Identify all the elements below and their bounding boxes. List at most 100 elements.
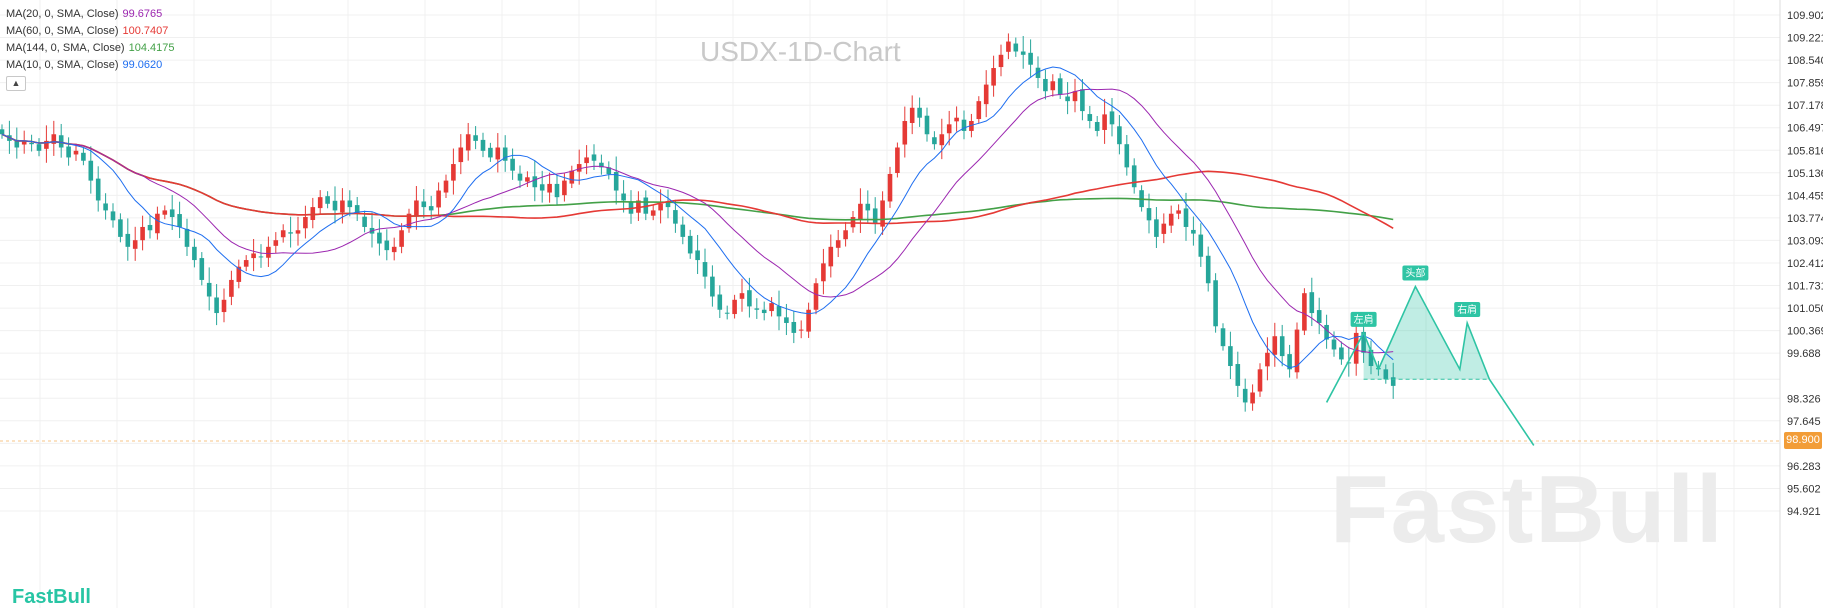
candle-body [428,206,434,211]
candle-body [1154,219,1159,237]
candle-body [1020,51,1026,55]
candle-body [1109,111,1115,125]
candle-body [761,309,767,314]
candle-body [961,119,967,131]
candle-body [206,282,212,297]
candle-body [636,200,641,213]
candle-body [547,183,552,193]
candle-body [1213,280,1218,327]
candle-body [673,210,678,224]
candle-body [1131,165,1137,188]
chart-grid [0,0,1781,608]
candle-body [51,134,57,144]
candle-body [325,196,330,204]
legend-value: 99.0620 [122,59,163,71]
candle-body [1102,114,1107,130]
candle-body [1257,369,1263,392]
candle-body [1065,96,1070,102]
y-tick-label: 104.455 [1787,190,1823,202]
y-tick-label: 100.369 [1787,326,1823,338]
candle-body [658,203,663,211]
pattern-label: 头部 [1405,267,1425,280]
legend-ma10[interactable]: MA(10, 0, SMA, Close) 99.0620 [6,57,174,74]
candle-body [332,200,338,211]
brand-logo[interactable]: FastBull [12,586,91,608]
candle-body [784,317,789,323]
candle-body [1265,352,1270,367]
y-tick-label: 95.602 [1787,483,1821,495]
candle-body [1302,293,1307,331]
candle-body [532,176,538,188]
candle-body [517,173,523,181]
candle-body [1161,223,1167,234]
y-tick-label: 103.774 [1787,213,1823,225]
candle-body [562,180,567,196]
pattern-line[interactable] [1325,284,1535,446]
chart-watermark-title: USDX-1D-Chart [700,36,901,67]
candle-body [29,142,34,145]
candle-body [177,214,182,227]
candle-body [421,201,427,208]
candle-body [317,197,323,209]
y-tick-label: 94.921 [1787,506,1821,518]
candle-body [650,210,656,216]
candle-body [243,260,249,267]
candle-body [1094,122,1100,131]
candle-body [132,240,138,249]
legend-collapse-button[interactable]: ▲ [6,76,26,91]
candle-body [95,178,101,201]
candle-body [1287,354,1292,370]
y-tick-label: 106.497 [1787,123,1823,135]
candle-body [1117,126,1122,145]
candle-body [843,230,848,240]
brand-watermark: FastBull [1330,456,1725,563]
candle-body [251,253,256,259]
y-tick-label: 101.050 [1787,303,1823,315]
candle-body [858,203,863,220]
candle-body [443,180,449,193]
legend-ma144[interactable]: MA(144, 0, SMA, Close) 104.4175 [6,40,174,57]
legend-value: 100.7407 [122,25,169,37]
candle-body [1220,328,1226,347]
candle-body [998,54,1004,68]
candle-body [576,164,582,172]
candle-body [895,147,900,173]
candle-body [724,312,730,314]
candle-body [828,246,834,267]
y-tick-label: 103.093 [1787,235,1823,247]
candle-body [872,208,878,224]
candle-body [362,216,367,227]
candle-body [1087,114,1093,122]
candle-body [969,121,974,131]
candle-body [806,309,811,332]
candle-body [1183,208,1189,227]
candle-body [1272,336,1278,355]
candle-body [118,219,123,237]
candle-body [66,146,71,158]
legend-ma20[interactable]: MA(20, 0, SMA, Close) 99.6765 [6,6,174,23]
candle-body [1072,91,1078,102]
candle-body [599,162,604,168]
candle-body [36,144,42,151]
candle-body [1191,229,1196,234]
candle-body [939,134,945,146]
legend-ma60[interactable]: MA(60, 0, SMA, Close) 100.7407 [6,23,174,40]
candle-body [1176,210,1181,214]
candle-body [1390,377,1396,386]
candle-body [199,258,205,280]
candle-body [295,230,301,234]
candle-body [44,140,49,149]
candle-body [821,263,826,282]
candle-body [1346,362,1352,364]
legend-label: MA(144, 0, SMA, Close) [6,42,125,54]
candle-body [266,246,271,258]
candle-body [155,213,160,234]
candle-body [502,147,508,161]
candle-body [554,183,560,198]
ma10-line [1,66,1394,369]
candle-body [1228,346,1233,367]
candle-body [162,210,168,215]
candle-body [621,193,626,201]
candle-body [21,140,27,145]
